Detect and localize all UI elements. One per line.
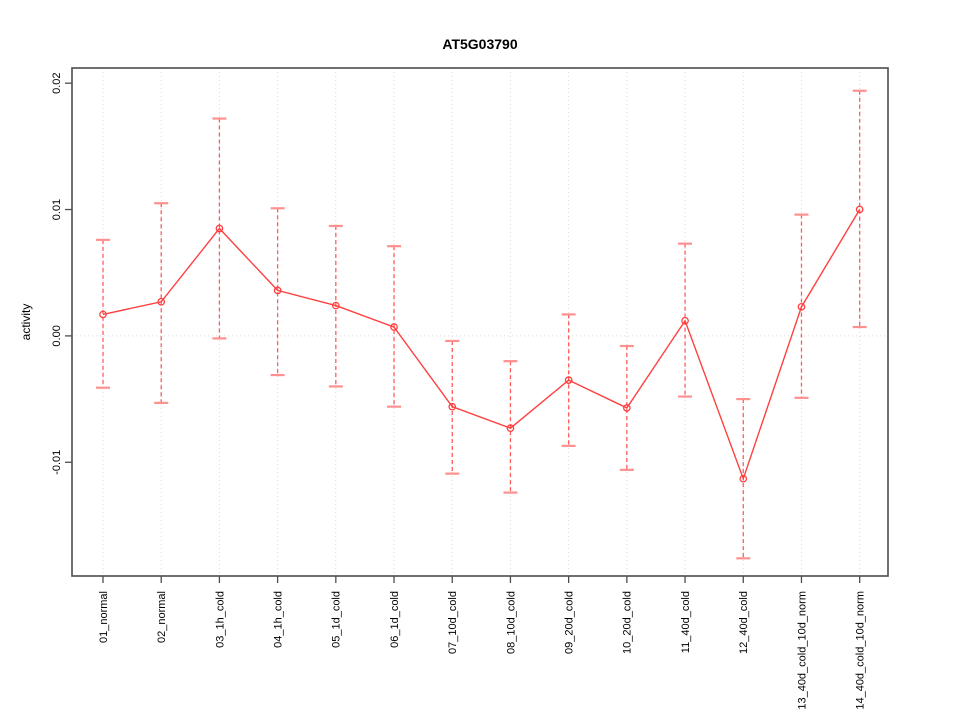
x-tick-label: 14_40d_cold_10d_norm [855, 591, 867, 710]
x-tick-label: 09_20d_cold [563, 591, 575, 654]
x-tick-label: 10_20d_cold [622, 591, 634, 654]
series-line [102, 209, 861, 481]
data-point [739, 474, 748, 483]
y-tick-label: 0.00 [51, 325, 63, 346]
data-point [215, 224, 224, 233]
data-point [681, 316, 689, 325]
x-tick-label: 11_40d_cold [680, 591, 692, 653]
gridlines [72, 68, 888, 576]
x-tick-label: 04_1h_cold [272, 591, 284, 648]
x-tick-label: 05_1d_cold [331, 591, 343, 648]
x-tick-label: 01_normal [98, 591, 110, 643]
chart-title: AT5G03790 [442, 36, 518, 52]
data-point [157, 297, 166, 306]
y-tick-label: -0.01 [51, 450, 63, 475]
data-point [448, 402, 457, 411]
data-point [564, 376, 573, 384]
axes: -0.01 0.00 0.01 0.02 01_normal 02_normal 03_1h… [51, 72, 867, 709]
x-tick-label: 07_10d_cold [447, 591, 459, 654]
data-point [99, 310, 107, 319]
x-tick-label: 12_40d_cold [738, 591, 750, 654]
data-point [390, 323, 398, 331]
y-tick-label: 0.02 [51, 72, 63, 93]
error-bars [96, 89, 867, 560]
x-tick-label: 06_1d_cold [389, 591, 401, 648]
data-point [273, 286, 282, 295]
data-point [797, 302, 806, 311]
data-point [855, 205, 864, 214]
x-tick-label: 03_1h_cold [214, 591, 226, 648]
x-tick-label: 08_10d_cold [505, 591, 517, 654]
y-tick-label: 0.01 [51, 199, 63, 220]
data-point [623, 404, 631, 412]
data-point [506, 424, 515, 432]
data-points [99, 205, 864, 483]
x-tick-label: 13_40d_cold_10d_norm [796, 591, 808, 710]
plot-box [71, 67, 889, 577]
data-point [331, 301, 340, 310]
x-tick-label: 02_normal [156, 591, 168, 643]
